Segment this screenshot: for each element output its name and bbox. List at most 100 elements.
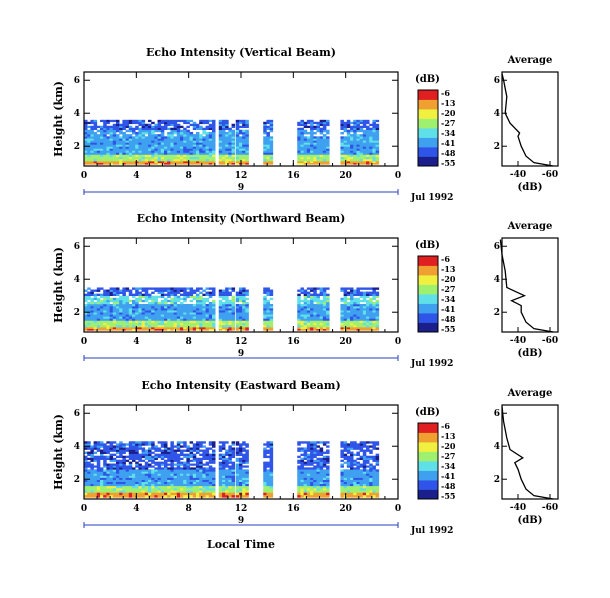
heat-cell: [322, 152, 327, 155]
heat-cell: [192, 443, 197, 446]
heat-cell: [96, 314, 101, 317]
heat-cell: [138, 488, 142, 491]
heat-cell: [132, 441, 136, 444]
heat-cell: [109, 291, 114, 294]
heat-cell: [356, 129, 360, 133]
heat-cell: [106, 291, 110, 294]
heat-cell: [176, 291, 181, 294]
heat-cell: [183, 310, 187, 313]
heat-cell: [245, 443, 249, 446]
heat-cell: [109, 483, 114, 487]
heat-cell: [350, 465, 354, 468]
heat-cell: [173, 308, 178, 311]
heat-cell: [263, 461, 267, 464]
heat-cell: [235, 138, 240, 141]
heat-cell: [100, 318, 104, 321]
heat-cell: [372, 471, 376, 474]
heat-cell: [356, 447, 360, 450]
average-title: Average: [507, 388, 553, 399]
heat-cell: [132, 138, 136, 141]
heat-cell: [202, 494, 206, 498]
heat-cell: [228, 467, 232, 470]
heat-cell: [93, 144, 98, 147]
x-tick-label: 8: [186, 504, 192, 514]
heat-cell: [242, 146, 246, 149]
heat-cell: [242, 479, 246, 482]
heat-cell: [245, 455, 249, 459]
heat-cell: [322, 320, 327, 323]
heat-cell: [132, 453, 136, 457]
heat-cell: [93, 479, 98, 482]
heat-cell: [103, 123, 107, 127]
heat-cell: [225, 483, 229, 487]
heat-cell: [266, 136, 270, 139]
heat-cell: [343, 310, 348, 313]
heat-cell: [157, 465, 162, 468]
heat-cell: [218, 148, 223, 151]
heat-cell: [167, 447, 171, 450]
heat-cell: [266, 471, 270, 474]
heat-cell: [93, 158, 98, 162]
heat-cell: [362, 297, 367, 301]
heat-cell: [199, 477, 203, 480]
heat-cell: [319, 461, 324, 464]
heat-cell: [326, 467, 330, 470]
heat-cell: [346, 140, 351, 143]
heat-cell: [192, 295, 197, 299]
heat-cell: [100, 441, 104, 444]
heat-cell: [366, 156, 370, 160]
heat-cell: [242, 301, 246, 305]
heat-cell: [167, 463, 171, 466]
heat-cell: [221, 152, 226, 155]
heat-cell: [160, 473, 165, 476]
heat-cell: [183, 320, 187, 323]
heat-cell: [141, 146, 146, 149]
heat-cell: [128, 483, 133, 487]
heat-cell: [372, 324, 376, 328]
heat-cell: [228, 483, 232, 487]
heat-cell: [151, 492, 155, 496]
heat-cell: [306, 146, 311, 149]
heat-cell: [269, 473, 274, 476]
heat-cell: [218, 301, 223, 305]
heat-cell: [135, 134, 139, 137]
heat-cell: [180, 471, 184, 474]
heat-cell: [343, 441, 348, 444]
heat-cell: [375, 152, 380, 155]
heat-cell: [221, 142, 226, 145]
heat-cell: [310, 443, 314, 446]
heat-cell: [326, 146, 330, 149]
heat-cell: [359, 162, 364, 165]
heat-cell: [208, 295, 213, 299]
heat-cell: [343, 299, 348, 303]
heat-cell: [375, 318, 380, 321]
heat-cell: [326, 295, 330, 299]
heat-cell: [369, 441, 373, 444]
heat-cell: [189, 318, 194, 321]
heat-cell: [326, 477, 330, 480]
heat-cell: [343, 123, 348, 127]
heat-cell: [138, 303, 142, 307]
heat-cell: [297, 136, 301, 139]
heat-cell: [138, 314, 142, 317]
heat-cell: [212, 138, 216, 141]
heat-cell: [167, 483, 171, 487]
heat-cell: [170, 136, 174, 139]
heat-cell: [144, 306, 149, 309]
heat-cell: [119, 306, 123, 309]
heat-cell: [106, 445, 110, 448]
heat-cell: [362, 316, 367, 319]
heat-cell: [242, 441, 246, 444]
heat-cell: [100, 134, 104, 137]
heat-cell: [183, 289, 187, 292]
heat-cell: [245, 320, 249, 323]
heat-cell: [225, 490, 229, 493]
heat-cell: [245, 154, 249, 157]
heat-cell: [192, 142, 197, 145]
heat-cell: [122, 138, 126, 141]
heat-cell: [366, 144, 370, 147]
heat-cell: [350, 158, 354, 162]
heatmap-cells: [84, 441, 380, 498]
heat-cell: [245, 156, 249, 160]
heat-cell: [221, 443, 226, 446]
